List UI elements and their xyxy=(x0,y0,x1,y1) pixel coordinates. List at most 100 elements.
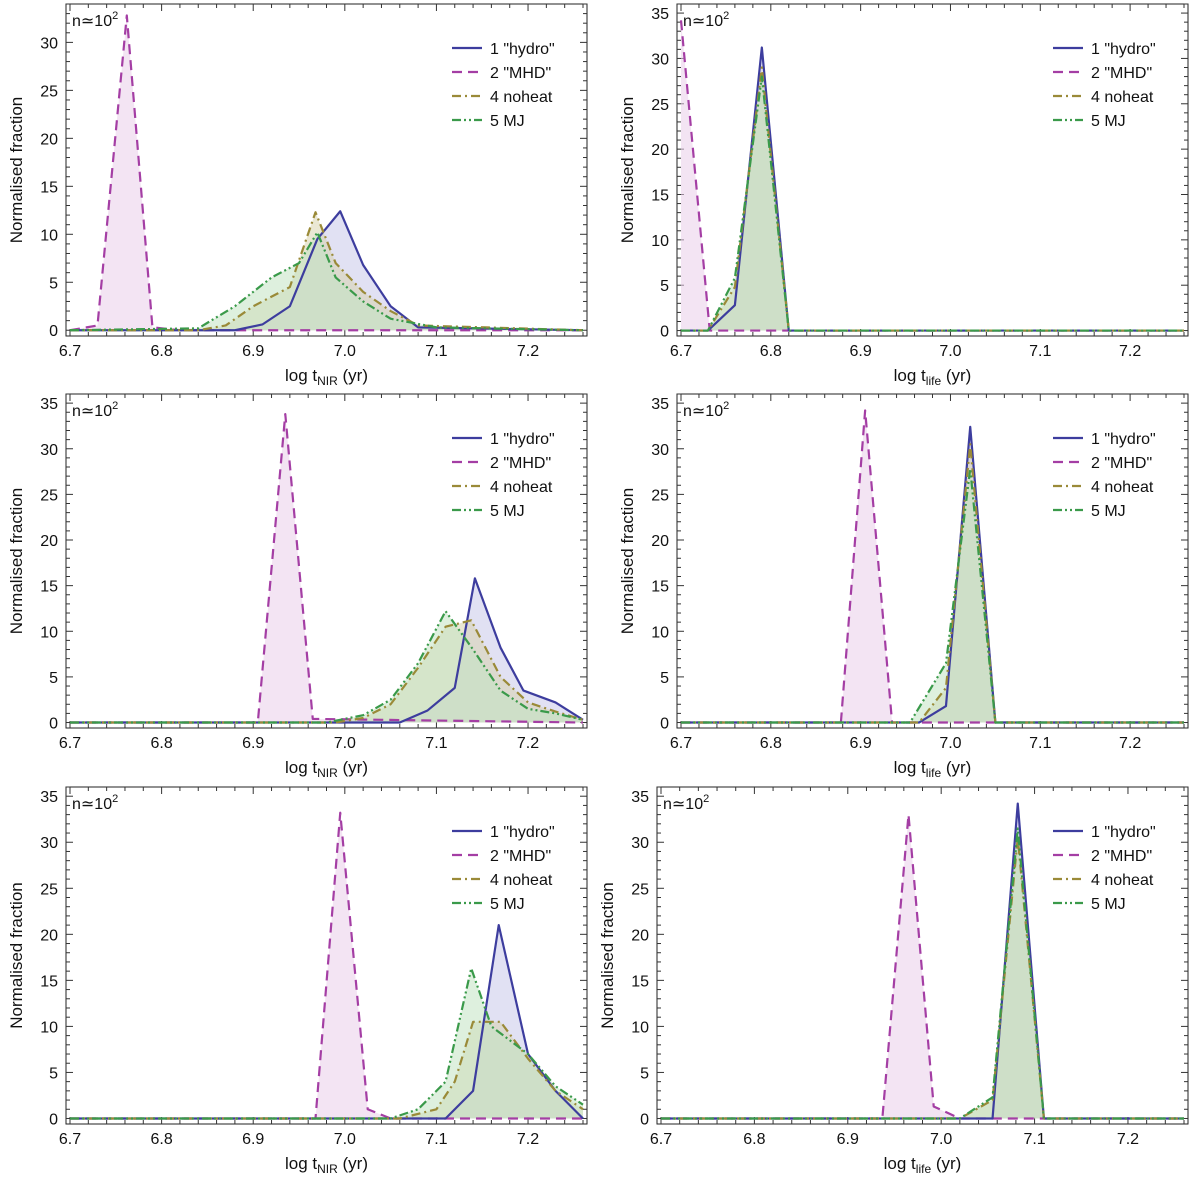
x-tick-label: 7.2 xyxy=(517,1131,539,1148)
y-tick-label: 10 xyxy=(40,1019,58,1036)
x-tick-label: 7.1 xyxy=(1029,735,1051,752)
y-tick-label: 15 xyxy=(651,579,669,596)
legend-label: 4 noheat xyxy=(1091,89,1154,106)
legend-label: 2 "MHD" xyxy=(1091,848,1152,865)
x-axis-label: log tNIR (yr) xyxy=(285,366,368,388)
legend-label: 2 "MHD" xyxy=(490,848,551,865)
chart-panel-top-left: 6.7 6.8 6.9 7.0 7.1 7.2 0 5 10 15 20 25 30 log tNIR (… xyxy=(7,3,588,388)
legend-label: 1 "hydro" xyxy=(1091,41,1156,58)
legend-label: 1 "hydro" xyxy=(1091,824,1156,841)
y-tick-label: 30 xyxy=(40,442,58,459)
y-tick-label: 5 xyxy=(640,1065,649,1082)
series-line-0 xyxy=(70,577,584,724)
y-tick-label: 0 xyxy=(49,1111,58,1128)
series-line-3 xyxy=(70,610,584,724)
legend-label: 5 MJ xyxy=(490,113,525,130)
series-line-1 xyxy=(69,14,583,332)
legend-label: 5 MJ xyxy=(1091,896,1126,913)
y-tick-label: 30 xyxy=(40,35,58,52)
y-tick-label: 10 xyxy=(40,227,58,244)
series-area-3 xyxy=(70,611,583,723)
y-tick-label: 15 xyxy=(631,973,649,990)
series-line-3 xyxy=(70,967,584,1120)
series-line-2 xyxy=(70,211,584,332)
x-axis-label: log tlife (yr) xyxy=(894,758,972,780)
x-axis-label: log tNIR (yr) xyxy=(285,1154,368,1176)
y-tick-label: 30 xyxy=(40,835,58,852)
y-tick-label: 15 xyxy=(651,187,669,204)
y-tick-label: 25 xyxy=(631,881,649,898)
series-line-1 xyxy=(70,412,584,724)
series-line-2 xyxy=(70,1020,584,1120)
y-axis-label: Normalised fraction xyxy=(7,97,26,243)
series-line-0 xyxy=(70,924,584,1120)
legend-label: 2 "MHD" xyxy=(490,65,551,82)
y-tick-label: 10 xyxy=(651,233,669,250)
legend-label: 1 "hydro" xyxy=(490,431,555,448)
legend-label: 5 MJ xyxy=(1091,503,1126,520)
y-tick-label: 20 xyxy=(40,927,58,944)
series-area-3 xyxy=(70,232,583,331)
legend-label: 1 "hydro" xyxy=(490,824,555,841)
legend-label: 4 noheat xyxy=(490,479,553,496)
x-tick-label: 6.7 xyxy=(670,343,692,360)
y-tick-label: 10 xyxy=(631,1019,649,1036)
x-tick-label: 7.0 xyxy=(939,343,961,360)
y-tick-label: 10 xyxy=(40,624,58,641)
y-tick-label: 25 xyxy=(40,881,58,898)
series-line-2 xyxy=(70,619,584,724)
legend-label: 4 noheat xyxy=(490,872,553,889)
legend-label: 4 noheat xyxy=(490,89,553,106)
series-line-3 xyxy=(69,231,584,332)
x-tick-label: 7.1 xyxy=(1029,343,1051,360)
x-tick-label: 7.1 xyxy=(425,735,447,752)
y-tick-label: 20 xyxy=(40,131,58,148)
y-tick-label: 35 xyxy=(631,789,649,806)
y-tick-label: 20 xyxy=(40,533,58,550)
x-tick-label: 6.8 xyxy=(150,735,172,752)
y-axis-label: Normalised fraction xyxy=(598,882,617,1028)
legend-label: 2 "MHD" xyxy=(490,455,551,472)
legend-label: 5 MJ xyxy=(490,896,525,913)
series-line-1 xyxy=(681,409,1184,724)
series-line-3 xyxy=(661,827,1184,1120)
x-tick-label: 7.0 xyxy=(334,735,356,752)
x-tick-label: 6.9 xyxy=(850,735,872,752)
series-area-1 xyxy=(661,814,1184,1119)
chart-panel-middle-right: 6.7 6.8 6.9 7.0 7.1 7.2 0 5 10 15 20 25 30 35 log tlif… xyxy=(618,393,1189,780)
y-tick-label: 15 xyxy=(40,973,58,990)
y-tick-label: 0 xyxy=(640,1111,649,1128)
y-tick-label: 5 xyxy=(660,278,669,295)
x-tick-label: 6.7 xyxy=(650,1131,672,1148)
y-axis-label: Normalised fraction xyxy=(618,488,637,634)
legend-label: 1 "hydro" xyxy=(490,41,555,58)
x-tick-label: 6.7 xyxy=(59,735,81,752)
y-axis-label: Normalised fraction xyxy=(7,882,26,1028)
series-area-3 xyxy=(681,76,1184,331)
legend-label: 2 "MHD" xyxy=(1091,455,1152,472)
y-tick-label: 25 xyxy=(40,487,58,504)
x-axis-label: log tNIR (yr) xyxy=(285,758,368,780)
legend-label: 5 MJ xyxy=(490,503,525,520)
x-tick-label: 6.8 xyxy=(150,343,172,360)
legend-label: 4 noheat xyxy=(1091,872,1154,889)
y-tick-label: 0 xyxy=(49,323,58,340)
legend-label: 4 noheat xyxy=(1091,479,1154,496)
y-tick-label: 10 xyxy=(651,624,669,641)
x-axis-label: log tlife (yr) xyxy=(894,366,972,388)
x-tick-label: 6.7 xyxy=(59,1131,81,1148)
series-line-3 xyxy=(681,467,1184,724)
x-tick-label: 6.8 xyxy=(150,1131,172,1148)
x-tick-label: 6.9 xyxy=(850,343,872,360)
x-tick-label: 7.0 xyxy=(334,343,356,360)
sample-size-annotation: n≃102 xyxy=(683,400,729,420)
y-axis-label: Normalised fraction xyxy=(7,488,26,634)
series-area-1 xyxy=(70,812,583,1119)
y-tick-label: 0 xyxy=(49,716,58,733)
x-tick-label: 7.2 xyxy=(1119,735,1141,752)
y-tick-label: 35 xyxy=(651,6,669,23)
y-tick-label: 35 xyxy=(651,396,669,413)
y-tick-label: 20 xyxy=(651,142,669,159)
x-tick-label: 7.2 xyxy=(517,735,539,752)
